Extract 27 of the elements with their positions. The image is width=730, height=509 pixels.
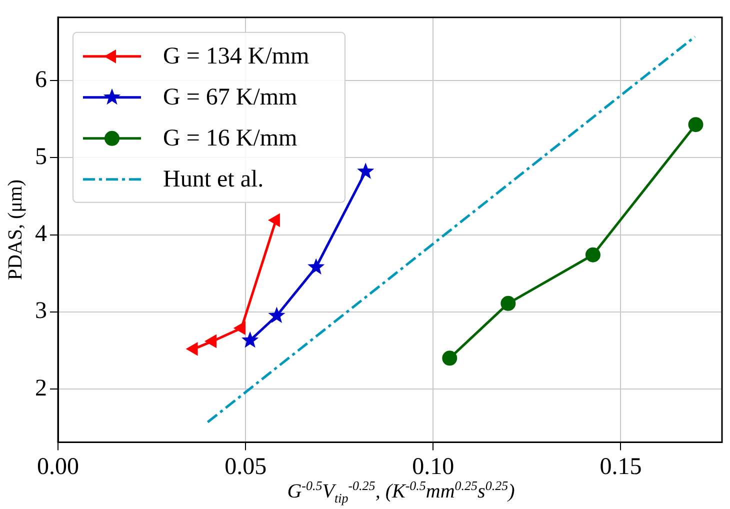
y-tick-label: 6 (35, 66, 47, 93)
legend-label: G = 67 K/mm (163, 84, 298, 111)
y-tick-label: 2 (35, 375, 47, 402)
point (442, 350, 458, 366)
point (186, 342, 198, 356)
point (357, 162, 374, 179)
legend-label: G = 16 K/mm (163, 126, 298, 152)
point (500, 296, 516, 311)
point (585, 247, 600, 262)
point (205, 334, 217, 348)
y-axis-title: PDAS, (μm) (4, 179, 26, 280)
point (688, 117, 704, 132)
legend-label: G = 134 K/mm (163, 44, 310, 70)
point (268, 214, 280, 227)
point (242, 331, 259, 348)
point (268, 306, 286, 324)
x-tick-label: 0.10 (412, 454, 454, 480)
point (234, 322, 246, 335)
point (308, 258, 325, 274)
y-tick-label: 4 (35, 221, 47, 248)
legend-label: Hunt et al. (163, 166, 264, 193)
y-tick-label: 3 (35, 298, 47, 324)
y-tick-label: 5 (35, 144, 47, 170)
x-tick-label: 0.00 (37, 454, 79, 480)
text: G$^{-0.5}$V$_{tip}$$^{-0.25}$, (K$^{-0.5}$mm$^{0.25}$s$^{0.25}$) (287, 478, 515, 506)
x-tick-label: 0.05 (224, 454, 267, 480)
x-tick-label: 0.15 (600, 454, 642, 480)
